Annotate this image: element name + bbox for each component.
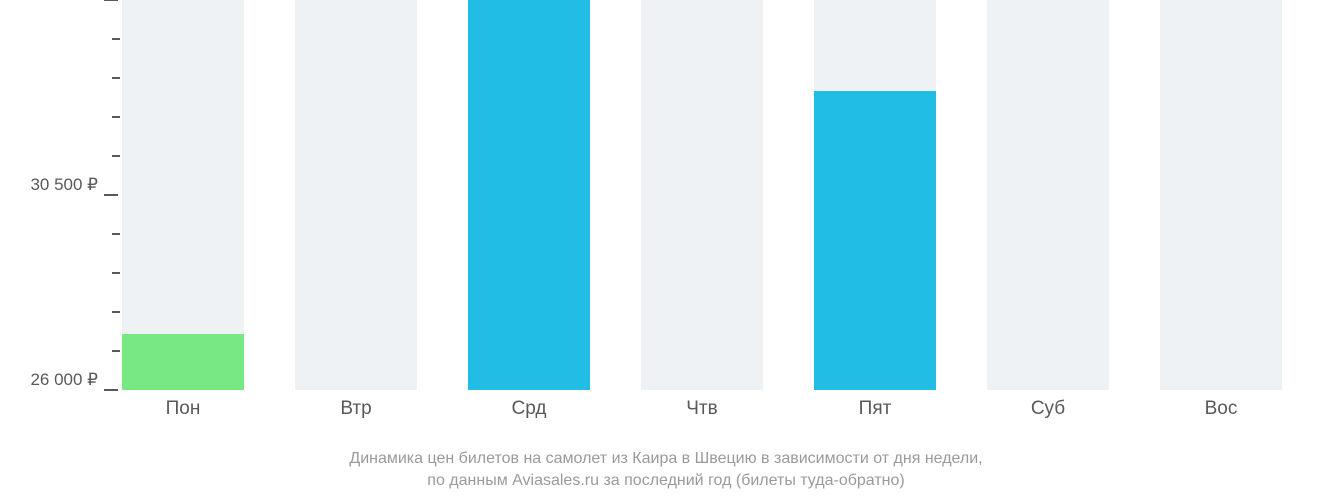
bar [814,91,936,390]
plot-area [112,0,1322,390]
x-axis-label: Вос [1160,398,1282,420]
price-by-weekday-chart: 26 000 ₽30 500 ₽35 000 ₽ Динамика цен би… [0,0,1332,502]
bar-slot-bg [1160,0,1282,390]
x-axis-label: Пон [122,398,244,420]
bar-slot-bg [122,0,244,390]
chart-caption-line1: Динамика цен билетов на самолет из Каира… [0,448,1332,470]
y-axis-tick-label: 30 500 ₽ [30,175,98,195]
y-axis-tick-label: 26 000 ₽ [30,370,98,390]
bar [122,334,244,390]
x-axis-label: Срд [468,398,590,420]
x-axis-label: Суб [987,398,1109,420]
x-axis-label: Чтв [641,398,763,420]
bar-slot-bg [641,0,763,390]
bar-slot-bg [987,0,1109,390]
bar [468,0,590,390]
chart-caption-line2: по данным Aviasales.ru за последний год … [0,470,1332,492]
bar-slot-bg [295,0,417,390]
x-axis-label: Пят [814,398,936,420]
y-axis: 26 000 ₽30 500 ₽35 000 ₽ [0,0,112,390]
x-axis-label: Втр [295,398,417,420]
